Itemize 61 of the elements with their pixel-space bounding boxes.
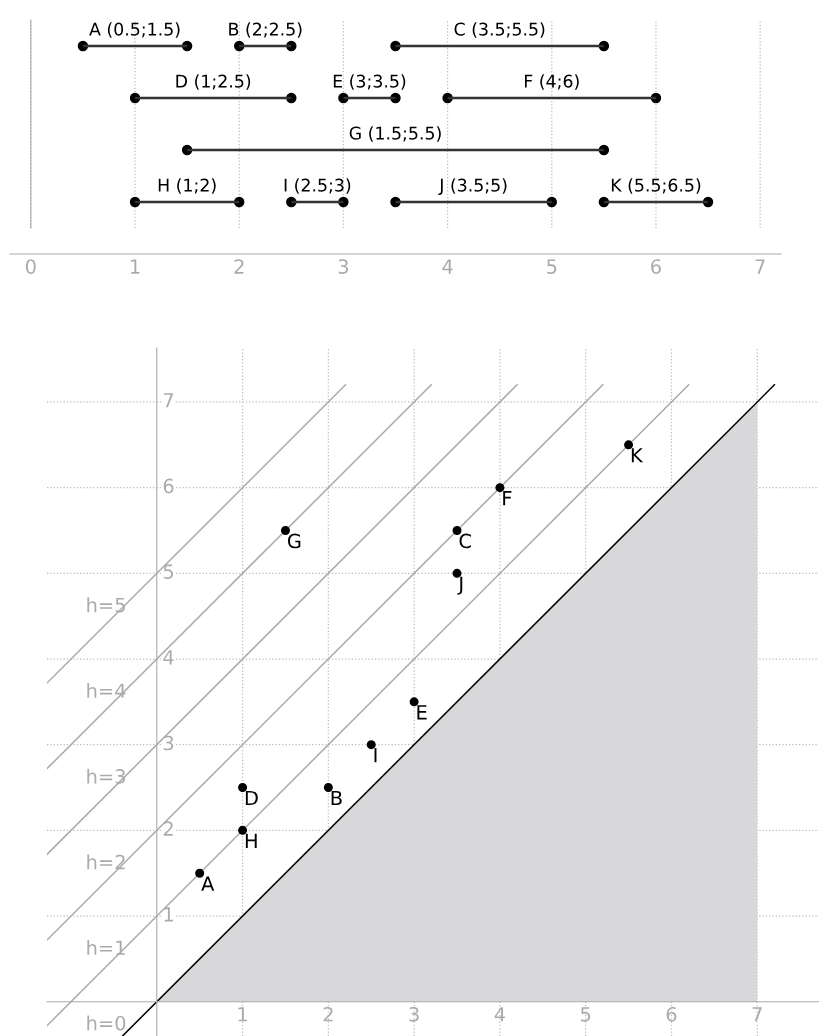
point: [495, 483, 505, 493]
x-tick-label: 7: [752, 1007, 762, 1022]
data-label: I: [374, 748, 377, 763]
point: [366, 740, 376, 750]
data-label: A (0.5;1.5): [89, 22, 180, 38]
data-label: C: [459, 533, 471, 549]
y-tick-label: 2: [163, 821, 173, 836]
point: [238, 825, 248, 835]
y-tick-label: 4: [163, 650, 174, 665]
series-label: h=3: [87, 768, 126, 784]
y-tick-label: 1: [164, 907, 173, 922]
series-label: h=5: [87, 597, 125, 613]
point: [323, 783, 333, 793]
x-tick-label: 5: [581, 1007, 591, 1022]
y-tick-label: 5: [163, 564, 174, 579]
y-tick-label: 6: [163, 478, 174, 494]
x-tick-label: 6: [666, 1006, 677, 1022]
data-label: H: [245, 833, 257, 848]
data-label: C (3.5;5.5): [454, 22, 545, 38]
point: [452, 568, 462, 578]
series-label: h=1: [87, 940, 125, 955]
x-tick-label: 2: [323, 1006, 333, 1022]
x-tick-label: 3: [338, 259, 349, 274]
point: [280, 525, 290, 535]
point: [624, 440, 634, 450]
data-label: J: [457, 576, 463, 595]
x-tick-label: 0: [25, 259, 36, 274]
point: [238, 783, 248, 793]
data-label: E (3;3.5): [333, 74, 406, 90]
series-label: h=0: [87, 1015, 126, 1031]
x-tick-label: 1: [238, 1007, 247, 1022]
point: [452, 525, 462, 535]
y-tick-label: 7: [163, 393, 174, 408]
data-label: K (5.5;6.5): [611, 178, 701, 194]
data-label: F (4;6): [524, 74, 579, 90]
data-label: G: [287, 533, 301, 549]
data-label: B (2;2.5): [229, 22, 302, 38]
data-label: B: [331, 790, 342, 806]
data-label: I (2.5;3): [284, 178, 351, 194]
y-tick-label: 3: [163, 735, 174, 751]
series-label: h=2: [87, 854, 125, 870]
data-label: D (1;2.5): [176, 74, 251, 90]
x-tick-label: 3: [409, 1006, 419, 1022]
x-tick-label: 6: [651, 259, 661, 274]
data-label: G (1.5;5.5): [349, 126, 441, 142]
x-tick-label: 4: [494, 1007, 505, 1022]
series-label: h=4: [87, 683, 126, 698]
data-label: J (3.5;5): [438, 178, 507, 195]
x-tick-label: 4: [442, 259, 453, 274]
x-tick-label: 2: [234, 259, 244, 274]
data-label: D: [245, 790, 258, 806]
x-tick-label: 1: [130, 259, 140, 274]
data-label: K: [631, 448, 644, 463]
data-label: E: [417, 705, 427, 720]
x-tick-label: 7: [755, 259, 765, 274]
data-label: H (1;2): [158, 178, 216, 194]
point: [409, 697, 419, 707]
point: [195, 868, 205, 878]
x-tick-label: 5: [547, 259, 557, 274]
data-label: A: [201, 876, 215, 891]
data-label: F: [503, 491, 512, 506]
